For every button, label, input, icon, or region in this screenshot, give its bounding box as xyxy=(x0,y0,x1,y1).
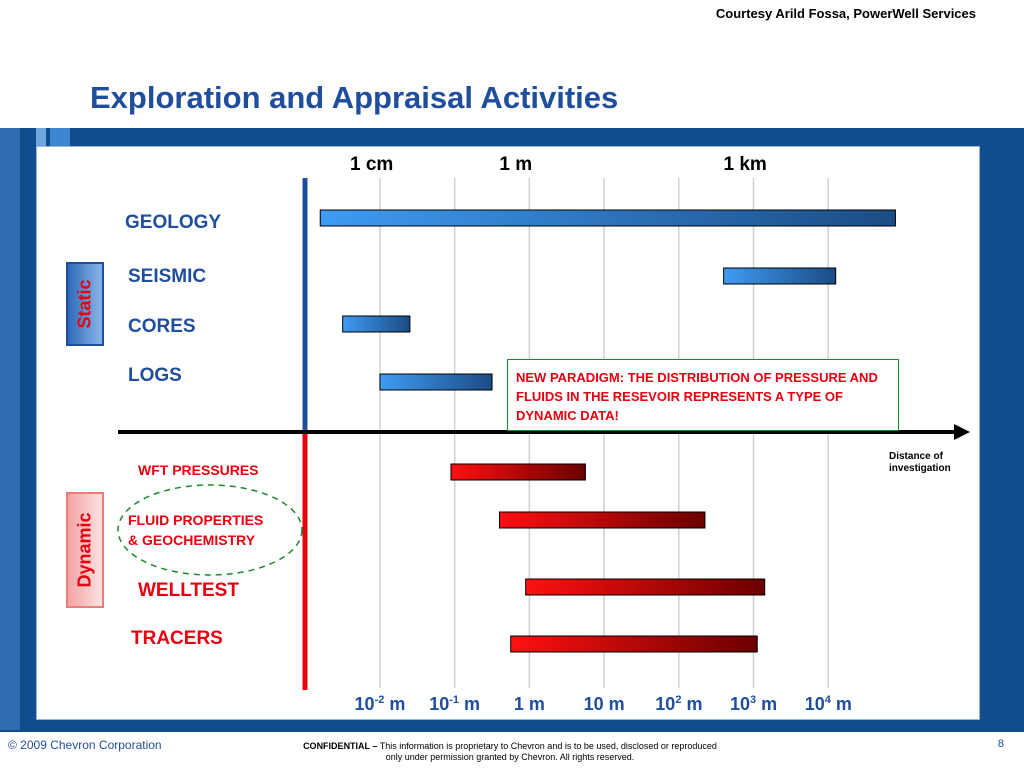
tick-label: 103 m xyxy=(730,694,777,715)
static-group-box: Static xyxy=(66,262,104,346)
tick-label: 104 m xyxy=(805,694,852,715)
confidential-text: This information is proprietary to Chevr… xyxy=(377,741,717,751)
tick-exponent: 2 xyxy=(675,694,682,706)
row-label: LOGS xyxy=(128,365,182,386)
bar-logs xyxy=(379,373,493,391)
tick-label: 102 m xyxy=(655,694,702,715)
row-label: WFT PRESSURES xyxy=(138,462,259,478)
tick-exponent: -1 xyxy=(449,694,459,706)
static-group-label: Static xyxy=(74,279,95,329)
bar-geology xyxy=(319,209,896,227)
tick-label: 10-2 m xyxy=(355,694,406,715)
row-label: SEISMIC xyxy=(128,266,207,287)
tick-base: 10 xyxy=(804,694,825,714)
tick-base: 10 xyxy=(354,694,375,714)
top-scale-label: 1 cm xyxy=(350,154,394,175)
row-label: GEOLOGY xyxy=(125,212,222,233)
top-scale-label: 1 m xyxy=(499,154,533,175)
decor-stripe xyxy=(0,128,20,730)
slide-title: Exploration and Appraisal Activities xyxy=(90,80,619,115)
tick-label: 10-1 m xyxy=(429,694,480,715)
row-label: FLUID PROPERTIES & GEOCHEMISTRY xyxy=(128,512,264,548)
row-label: WELLTEST xyxy=(138,580,239,601)
top-scale-label: 1 km xyxy=(723,154,767,175)
bar-welltest xyxy=(525,578,766,596)
tick-unit: m xyxy=(459,694,481,714)
tick-exponent: -2 xyxy=(374,694,385,706)
bar-cores xyxy=(342,315,411,333)
fluid-highlight-ellipse xyxy=(117,484,303,576)
confidential-notice: CONFIDENTIAL – This information is propr… xyxy=(250,741,770,763)
row-label: TRACERS xyxy=(131,628,223,649)
courtesy-credit: Courtesy Arild Fossa, PowerWell Services xyxy=(715,6,976,21)
bar-seismic xyxy=(723,267,837,285)
confidential-text-2: only under permission granted by Chevron… xyxy=(385,752,635,762)
decor-square-1 xyxy=(36,128,46,148)
axis-note: Distance of investigation xyxy=(889,451,951,474)
decor-square-2 xyxy=(50,128,70,148)
bar-tracers xyxy=(510,635,758,653)
bar-fluid-properties xyxy=(499,511,706,529)
dynamic-group-box: Dynamic xyxy=(66,492,104,608)
tick-label: 10 m xyxy=(584,694,625,715)
row-label: CORES xyxy=(128,316,196,337)
tick-exponent: 4 xyxy=(824,694,831,706)
tick-base: 10 m xyxy=(583,694,625,714)
bar-wft-pressures xyxy=(450,463,586,481)
page-number: 8 xyxy=(997,738,1004,750)
footer-rule xyxy=(0,730,1024,732)
axis-arrow-head xyxy=(954,424,970,440)
tick-base: 1 m xyxy=(513,694,545,714)
tick-base: 10 xyxy=(429,694,450,714)
paradigm-callout: NEW PARADIGM: THE DISTRIBUTION OF PRESSU… xyxy=(507,359,899,431)
tick-unit: m xyxy=(681,694,703,714)
tick-base: 10 xyxy=(655,694,676,714)
tick-unit: m xyxy=(830,694,852,714)
tick-unit: m xyxy=(756,694,778,714)
copyright: © 2009 Chevron Corporation xyxy=(8,738,162,752)
tick-unit: m xyxy=(384,694,406,714)
dynamic-group-label: Dynamic xyxy=(74,512,95,588)
tick-exponent: 3 xyxy=(750,694,757,706)
tick-label: 1 m xyxy=(514,694,545,715)
tick-base: 10 xyxy=(730,694,751,714)
confidential-bold: CONFIDENTIAL – xyxy=(303,741,378,751)
